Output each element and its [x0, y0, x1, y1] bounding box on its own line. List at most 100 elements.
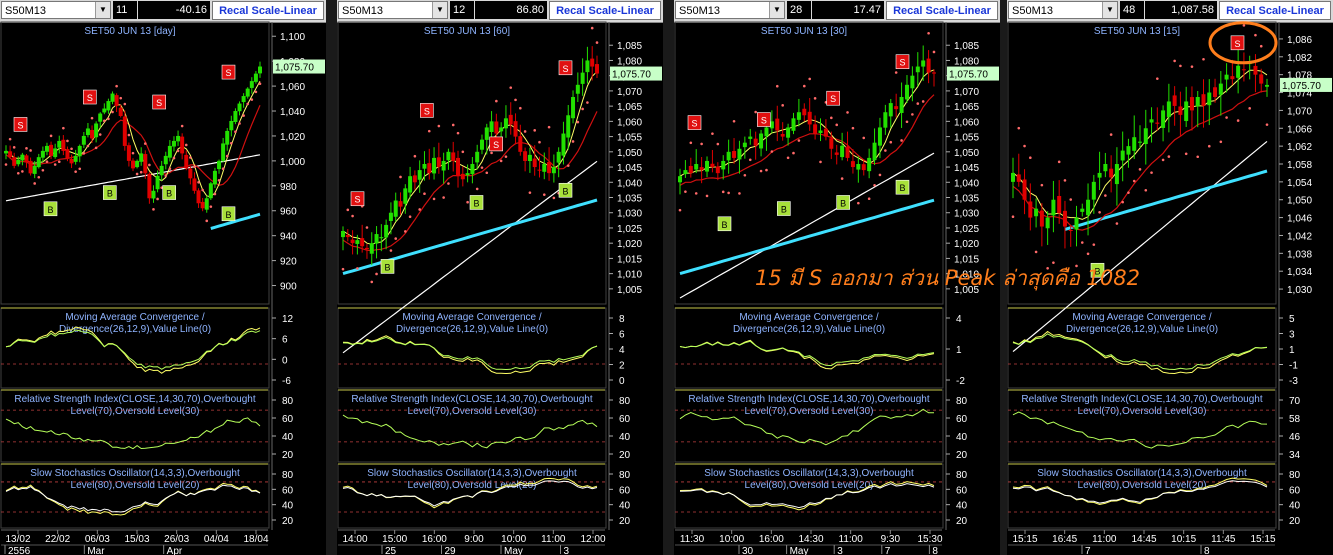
sar-dot	[394, 237, 398, 240]
chevron-down-icon[interactable]: ▼	[432, 2, 447, 18]
recal-scale-button[interactable]: Recal Scale-Linear	[549, 1, 661, 20]
sar-dot	[447, 182, 450, 185]
sar-dot	[1184, 152, 1188, 156]
indicator-line	[1012, 330, 1268, 375]
field-value: 1,087.58	[1145, 1, 1217, 19]
indicator-signal-line	[679, 483, 935, 509]
buy-signal-label: B	[781, 205, 787, 215]
sar-dot	[1017, 126, 1021, 130]
y-tick-label: 1,082	[1287, 53, 1312, 64]
sar-dot	[41, 168, 45, 172]
chevron-down-icon[interactable]: ▼	[769, 2, 784, 18]
indicator-tick-label: -6	[282, 376, 291, 387]
x-tick-label-2: Mar	[87, 546, 105, 555]
indicator-tick-label: 20	[956, 516, 968, 527]
candle-body	[350, 239, 355, 244]
chart-title: SET50 JUN 13 [day]	[84, 26, 175, 37]
candle-body	[233, 111, 238, 123]
sar-dot	[164, 174, 168, 178]
chevron-down-icon[interactable]: ▼	[95, 2, 110, 18]
x-tick-label: 16:45	[1052, 534, 1077, 545]
indicator-tick-label: 80	[956, 470, 968, 481]
candle-body	[527, 154, 532, 162]
candle-body	[1189, 97, 1194, 111]
symbol-select[interactable]: S50M13 ▼	[1, 1, 111, 19]
chart-pane-1: S50M13 ▼ 11 -40.16 Recal Scale-Linear SET50 J…	[0, 0, 326, 555]
y-tick-label: 1,065	[617, 102, 642, 113]
candle-body	[595, 64, 599, 74]
candle-body	[102, 108, 107, 113]
chart-svg: SET50 JUN 13 [15]1,0861,0821,0781,0741,0…	[1007, 21, 1332, 555]
candle-body	[547, 161, 552, 174]
indicator-line	[342, 414, 598, 449]
indicator-tick-label: -3	[1289, 376, 1298, 387]
sar-dot	[1219, 140, 1223, 144]
candle-body	[764, 127, 769, 137]
sar-dot	[1023, 144, 1026, 148]
candle-body	[715, 166, 720, 174]
candle-body	[479, 139, 484, 150]
current-price-tag	[947, 66, 999, 81]
sar-dot	[427, 129, 431, 133]
candle-body	[180, 136, 185, 154]
candle-body	[883, 112, 888, 128]
sar-dot	[711, 132, 714, 135]
sar-dot	[819, 160, 822, 164]
candle-body	[1057, 195, 1062, 214]
y-tick-label: 1,085	[954, 41, 979, 52]
indicator-tick-label: 3	[1289, 330, 1295, 341]
buy-signal	[558, 182, 573, 198]
candle-body	[503, 118, 508, 129]
recal-scale-button[interactable]: Recal Scale-Linear	[212, 1, 324, 20]
candle-body	[200, 201, 205, 209]
buy-signal	[836, 195, 850, 210]
indicator-tick-label: 40	[619, 432, 631, 443]
candle-body	[829, 138, 834, 149]
sar-dot	[66, 139, 69, 143]
indicator-tick-label: 20	[282, 516, 294, 527]
candle-body	[845, 146, 850, 158]
sar-dot	[878, 173, 882, 177]
sar-dot	[1092, 243, 1096, 246]
x-tick-label-2: May	[504, 546, 523, 555]
field-count: 48	[1120, 1, 1144, 19]
sell-signal-label: S	[691, 119, 697, 129]
symbol-select[interactable]: S50M13 ▼	[1008, 1, 1118, 19]
symbol-select[interactable]: S50M13 ▼	[338, 1, 448, 19]
ma-mid-line	[679, 94, 935, 186]
candle-body	[759, 133, 764, 149]
recal-scale-button[interactable]: Recal Scale-Linear	[1219, 1, 1331, 20]
indicator-tick-label: 1	[1289, 345, 1295, 356]
x-tick-label: 11:30	[680, 534, 705, 545]
x-tick-label-2: May	[790, 546, 809, 555]
sar-dot	[1132, 179, 1136, 183]
candle-body	[446, 151, 451, 161]
main-panel-frame	[337, 21, 607, 305]
sell-signal	[221, 64, 236, 80]
sar-dot	[205, 219, 209, 223]
candle-body	[1080, 208, 1085, 212]
buy-signal-label: B	[166, 189, 172, 199]
recal-scale-button[interactable]: Recal Scale-Linear	[886, 1, 998, 20]
y-tick-label: 1,040	[280, 107, 305, 118]
candle-body	[1138, 141, 1142, 143]
y-tick-label: 940	[280, 232, 297, 243]
indicator-title: Moving Average Convergence /	[1072, 312, 1212, 323]
indicator-title: Slow Stochastics Oscillator(14,3,3),Over…	[704, 468, 914, 479]
candle-body	[1086, 199, 1091, 216]
indicator-tick-label: 6	[282, 335, 288, 346]
y-tick-label: 1,078	[1287, 71, 1312, 82]
chevron-down-icon[interactable]: ▼	[1102, 2, 1117, 18]
symbol-select[interactable]: S50M13 ▼	[675, 1, 785, 19]
indicator-tick-label: 46	[1289, 432, 1301, 443]
sell-signal	[13, 117, 28, 132]
sar-dot	[840, 177, 844, 180]
candle-body	[122, 116, 127, 146]
sar-dot	[37, 175, 41, 179]
sar-dot	[53, 163, 57, 166]
y-tick-label: 1,065	[954, 102, 979, 113]
candle-body	[796, 112, 801, 120]
sar-dot	[74, 170, 77, 173]
sar-dot	[78, 167, 82, 171]
sar-dot	[242, 114, 245, 117]
